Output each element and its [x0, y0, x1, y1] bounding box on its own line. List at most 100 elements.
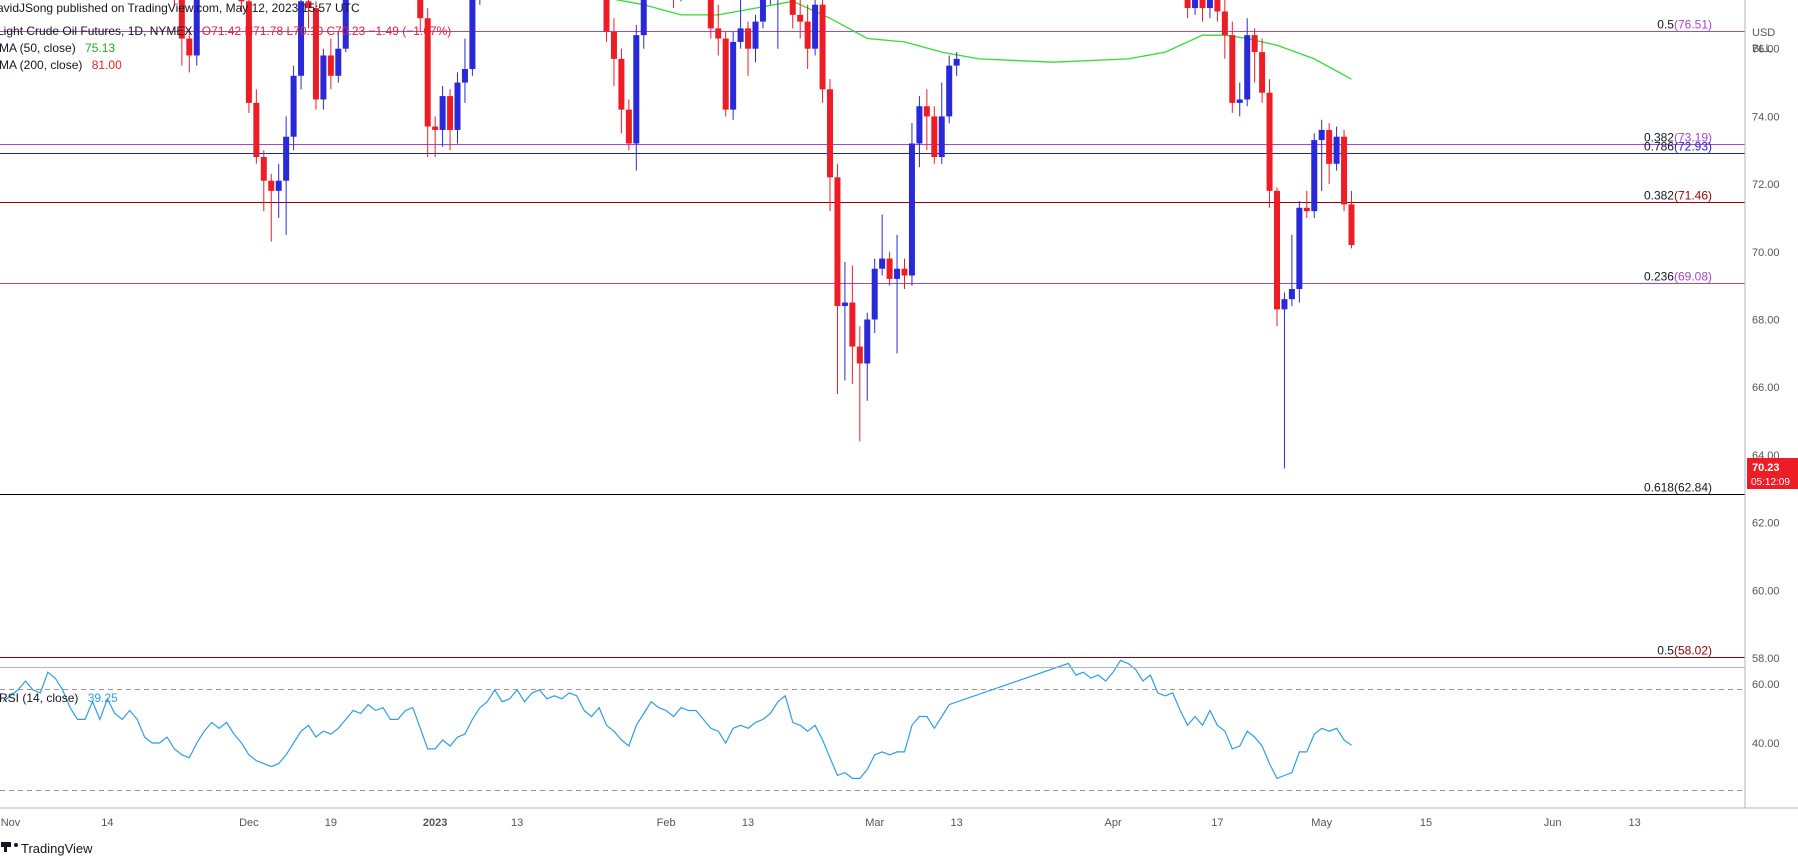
candle-body [268, 180, 275, 191]
candle-body [856, 346, 863, 364]
ohlc-values: O71.42 H71.78 L70.10 C70.23 −1.49 (−1.67… [202, 24, 452, 38]
candle [312, 1, 319, 110]
candle-body [1348, 204, 1355, 246]
candle [856, 326, 863, 442]
candle-body [1341, 136, 1348, 205]
candle-body [946, 65, 953, 117]
fib-level-label: 0.618(62.84) [1644, 481, 1712, 495]
price-tick-label: 62.00 [1752, 518, 1780, 530]
rsi-value: 39.25 [88, 691, 118, 705]
price-tick-label: 58.00 [1752, 653, 1780, 665]
candle [603, 0, 610, 42]
candle [1244, 18, 1251, 107]
tradingview-logo[interactable]: TradingView [1, 841, 93, 856]
candle-body [633, 35, 640, 144]
candle-body [1236, 99, 1243, 103]
ma200-legend[interactable]: MA (200, close) 81.00 [0, 58, 122, 72]
candle [1288, 234, 1295, 306]
last-price-value: 70.23 [1752, 462, 1780, 474]
price-tick-label: 70.00 [1752, 247, 1780, 259]
last-price-tag: 70.23 05:12:09 [1747, 458, 1798, 489]
candle-body [812, 4, 819, 49]
candle-body [901, 268, 908, 276]
candle [417, 0, 424, 32]
time-tick-label: 14 [101, 817, 113, 829]
candle-body [253, 102, 260, 158]
candle-body [1192, 0, 1199, 9]
rsi-panel[interactable] [0, 659, 1745, 791]
time-tick-label: 13 [951, 817, 963, 829]
candle-body [186, 38, 193, 56]
candle [633, 25, 640, 171]
candle-body [1333, 136, 1340, 164]
candle-body [827, 89, 833, 178]
candle [804, 4, 811, 70]
candle-body [752, 21, 759, 49]
candle-body [1221, 11, 1228, 36]
candle-body [894, 268, 901, 279]
symbol-title: Light Crude Oil Futures, 1D, NYMEX O71.4… [0, 24, 451, 38]
candle [260, 150, 267, 212]
candle [305, 0, 312, 29]
candle [931, 106, 938, 164]
candle-body [953, 58, 960, 66]
candle [193, 0, 200, 66]
candle [320, 48, 327, 110]
candle-body [886, 258, 893, 279]
price-tick-label: 72.00 [1752, 179, 1780, 191]
candle [610, 18, 617, 86]
candle-body [461, 69, 468, 83]
candle-body [618, 58, 625, 110]
published-byline: avidJSong published on TradingView.com, … [0, 1, 360, 15]
axes-layer[interactable]: 58.0060.0062.0064.0066.0068.0070.0072.00… [0, 0, 1798, 829]
candle [439, 85, 446, 147]
axis-unit-currency: USD [1752, 27, 1775, 39]
symbol-name: Light Crude Oil Futures, 1D, NYMEX [0, 24, 192, 38]
candle [745, 21, 752, 76]
candle [812, 0, 819, 56]
candle-body [737, 28, 744, 42]
logo-mark-dot [14, 843, 18, 847]
candle [1192, 0, 1199, 15]
candle-body [193, 0, 200, 56]
fib-price: (62.84) [1674, 481, 1712, 495]
candle-body [1199, 0, 1206, 9]
fib-ratio: 0.382 [1644, 131, 1674, 145]
ma50-legend[interactable]: MA (50, close) 75.13 [0, 41, 115, 55]
candle [1274, 187, 1280, 327]
candle [424, 8, 431, 158]
candle-body [439, 96, 446, 130]
candles-layer[interactable] [0, 0, 1355, 469]
price-tick-label: 74.00 [1752, 111, 1780, 123]
candle-body [745, 28, 752, 49]
candle [827, 79, 833, 212]
candle-body [804, 21, 811, 49]
candle [1303, 190, 1310, 218]
candle [1206, 0, 1213, 19]
candle [777, 0, 779, 49]
candle [238, 0, 245, 12]
fib-level-label: 0.382(73.19) [1644, 131, 1712, 145]
candle [1326, 123, 1333, 185]
price-tick-label: 66.00 [1752, 382, 1780, 394]
time-tick-label: 19 [325, 817, 337, 829]
candle [1333, 126, 1340, 171]
candle [1318, 119, 1325, 191]
candle [335, 31, 342, 83]
fib-price: (76.51) [1674, 18, 1712, 32]
rsi-legend[interactable]: RSI (14, close) 39.25 [0, 691, 118, 705]
fib-level-label: 0.236(69.08) [1644, 270, 1712, 284]
candle [1236, 82, 1243, 117]
candle [342, 0, 349, 53]
candle [1214, 0, 1221, 22]
time-tick-label: 15 [1420, 817, 1432, 829]
candle-body [312, 8, 319, 100]
candle [923, 89, 930, 151]
candle [715, 4, 722, 56]
ma50-line [614, 0, 1352, 80]
candle-body [640, 0, 647, 36]
candle-body [469, 0, 476, 70]
candle [1184, 0, 1191, 19]
